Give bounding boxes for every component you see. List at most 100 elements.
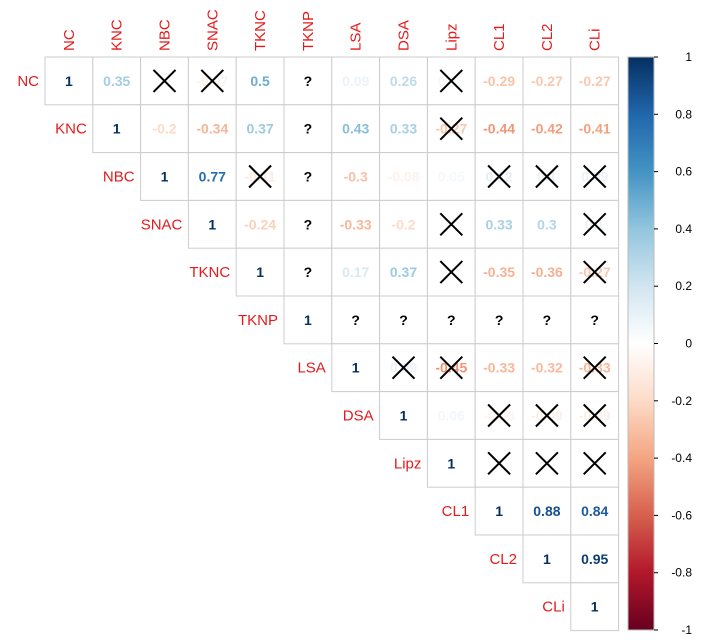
cross-mark (248, 164, 272, 189)
cell-nc-knc (92, 56, 142, 106)
cell-value: -0.3 (344, 169, 368, 185)
colorbar-tick-label: -0.6 (671, 508, 692, 522)
cell-value: 0.3 (537, 216, 557, 232)
row-label-cli: CLi (542, 599, 565, 616)
column-label-snac: SNAC (204, 9, 221, 51)
column-label-tknp: TKNP (300, 11, 317, 51)
cross-mark (439, 260, 464, 284)
cell-value: 0.09 (342, 73, 369, 89)
cell-value: ? (304, 169, 313, 185)
cell-value: -0.35 (483, 264, 515, 280)
cross-mark (582, 212, 607, 237)
cell-value: -0.27 (531, 73, 563, 89)
cell-value: ? (304, 73, 313, 89)
cell-value: ? (351, 312, 360, 328)
colorbar-tick-label: 0 (685, 337, 692, 351)
cell-value: 1 (304, 312, 312, 328)
cell-value: ? (399, 312, 408, 328)
cell-knc-lsa (331, 104, 381, 154)
column-label-tknc: TKNC (252, 10, 269, 51)
column-label-nbc: NBC (157, 19, 174, 51)
row-label-nc: NC (17, 73, 39, 90)
cross-mark (487, 451, 511, 476)
cell-knc-snac (187, 104, 237, 154)
cell-value: 1 (543, 551, 551, 567)
cell-dsa-dsa (379, 391, 428, 440)
colorbar-tick-label: 0.6 (675, 165, 692, 179)
cell-cl2-cli (570, 534, 620, 584)
cell-lsa-lsa (331, 343, 381, 393)
cross-mark (487, 164, 511, 189)
cell-value: 0.95 (581, 551, 608, 567)
cell-nc-nc (44, 56, 94, 106)
cell-value: -0.36 (531, 264, 563, 280)
cell-lsa-cl2 (522, 343, 572, 393)
row-label-tknp: TKNP (238, 312, 278, 329)
cross-mark (439, 212, 464, 237)
cell-value: 1 (113, 121, 121, 137)
cell-tknc-cl1 (474, 247, 524, 297)
cell-value: 0.33 (390, 121, 417, 137)
cell-value: 0.37 (390, 264, 417, 280)
cell-snac-tknc (235, 199, 285, 249)
cell-snac-lsa (331, 199, 381, 249)
cell-value: 1 (352, 360, 360, 376)
cross-mark (439, 355, 464, 380)
column-label-knc: KNC (109, 19, 126, 51)
cross-mark (487, 403, 511, 428)
colorbar-tick-label: 0.2 (675, 279, 692, 293)
cell-value: 0.84 (581, 503, 608, 519)
cross-mark (152, 69, 177, 93)
cell-snac-cl1 (474, 199, 524, 249)
cell-value: 0.17 (342, 264, 369, 280)
cell-nc-cli (570, 56, 620, 106)
cell-snac-dsa (379, 199, 428, 249)
cell-value: ? (304, 264, 313, 280)
cell-value: 0.35 (103, 73, 130, 89)
cell-value: 0.77 (199, 169, 226, 185)
cell-value: -0.33 (340, 216, 372, 232)
cell-tknc-lsa (331, 247, 381, 297)
cell-nc-dsa (379, 56, 428, 106)
cell-tknp-tknp (283, 295, 333, 345)
cell-value: -0.2 (152, 121, 176, 137)
column-label-cli: CLi (587, 28, 604, 51)
cell-value: 1 (65, 73, 73, 89)
cell-value: -0.08 (388, 169, 420, 185)
row-label-tknc: TKNC (189, 264, 230, 281)
cell-knc-tknc (235, 104, 285, 154)
cell-value: ? (447, 312, 456, 328)
colorbar (627, 56, 655, 631)
cell-nc-cl1 (474, 56, 524, 106)
cell-value: 0.43 (342, 121, 369, 137)
cell-cl1-cl1 (474, 486, 524, 536)
cell-tknc-tknc (235, 247, 285, 297)
colorbar-tick-label: -1 (681, 623, 692, 637)
row-label-nbc: NBC (103, 169, 135, 186)
colorbar-tick-label: -0.8 (671, 566, 692, 580)
cell-tknp-cli (570, 295, 620, 345)
cell-dsa-lipz (426, 391, 476, 440)
cross-mark (200, 69, 225, 93)
cross-mark (535, 451, 559, 476)
cell-knc-tknp (283, 104, 333, 154)
cell-value: -0.42 (531, 121, 563, 137)
cell-nbc-snac (187, 152, 237, 201)
cell-tknp-cl1 (474, 295, 524, 345)
cell-value: -0.2 (391, 216, 415, 232)
cross-mark (439, 116, 464, 141)
cell-value: 1 (447, 455, 455, 471)
cell-value: 0.5 (250, 73, 270, 89)
cell-value: 0.06 (438, 408, 465, 424)
cell-value: 0.33 (485, 216, 512, 232)
cross-mark (582, 451, 607, 476)
column-label-cl2: CL2 (539, 23, 556, 51)
cell-value: ? (495, 312, 504, 328)
cell-nbc-tknp (283, 152, 333, 201)
cell-value: -0.27 (579, 73, 611, 89)
cell-dsa-cl1 (474, 391, 524, 440)
cell-value: 1 (208, 216, 216, 232)
cell-value: 0.37 (246, 121, 273, 137)
column-label-cl1: CL1 (491, 23, 508, 51)
